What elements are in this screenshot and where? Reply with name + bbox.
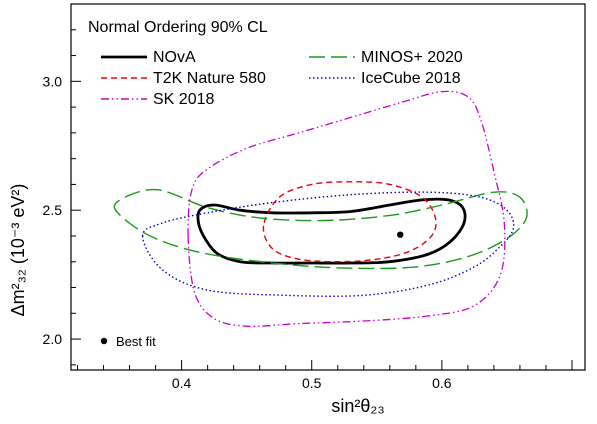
x-tick-label: 0.6 (432, 375, 452, 391)
x-tick-label: 0.5 (302, 375, 322, 391)
contour-series (113, 90, 528, 328)
tick-labels: 0.4 0.5 0.6 2.0 2.5 3.0 (43, 73, 452, 391)
y-tick-label: 3.0 (43, 73, 63, 89)
best-fit-point (397, 231, 404, 238)
best-fit-legend-marker (100, 337, 108, 345)
legend-label: SK 2018 (153, 91, 214, 108)
y-tick-label: 2.5 (43, 202, 63, 218)
y-tick-label: 2.0 (43, 331, 63, 347)
contour-t2k-nature-580 (262, 181, 437, 263)
x-tick-label: 0.4 (172, 375, 192, 391)
best-fit-marker: Best fit (100, 231, 404, 349)
y-axis-label: Δm²₃₂ (10⁻³ eV²) (8, 184, 28, 317)
legend-label: NOvA (153, 49, 196, 66)
chart-title: Normal Ordering 90% CL (88, 19, 268, 36)
contour-nova (196, 197, 467, 265)
axis-ticks (71, 29, 573, 370)
legend: NOvA T2K Nature 580 SK 2018 MINOS+ 2020 IceC… (101, 49, 463, 108)
plot-frame (70, 3, 586, 371)
best-fit-label: Best fit (116, 334, 156, 349)
legend-label: MINOS+ 2020 (361, 49, 463, 66)
legend-label: T2K Nature 580 (153, 70, 266, 87)
legend-label: IceCube 2018 (361, 70, 461, 87)
contour-minos-2020 (113, 188, 528, 270)
contour-icecube-2018 (141, 191, 515, 297)
x-axis-label: sin²θ₂₃ (331, 396, 384, 416)
